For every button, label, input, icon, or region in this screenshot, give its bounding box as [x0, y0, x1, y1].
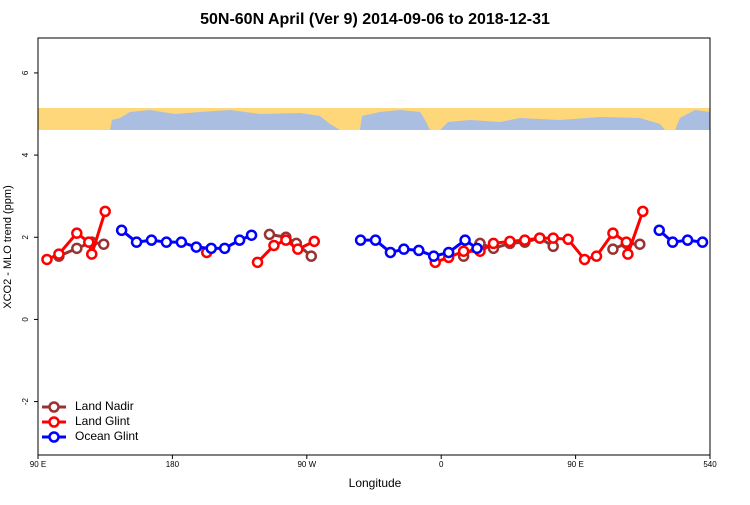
data-point: [41, 253, 53, 266]
data-point: [562, 233, 574, 246]
legend-marker: [48, 431, 60, 443]
data-point: [280, 234, 292, 246]
x-tick-label: 0: [439, 460, 444, 469]
data-point: [97, 238, 110, 250]
data-point: [190, 241, 203, 253]
data-point: [487, 237, 500, 250]
map-ocean: [440, 117, 665, 130]
data-point: [442, 246, 455, 259]
map-ocean: [675, 110, 710, 130]
data-point: [71, 227, 83, 239]
data-point: [292, 243, 304, 255]
legend-label: Land Nadir: [75, 399, 134, 413]
data-point: [245, 229, 258, 241]
data-point: [637, 205, 649, 218]
y-tick-label: -2: [21, 397, 30, 405]
data-point: [457, 245, 470, 257]
data-point: [519, 234, 531, 246]
data-point: [696, 236, 709, 248]
data-point: [369, 234, 382, 246]
data-point: [83, 236, 95, 248]
data-point: [607, 227, 619, 239]
data-point: [145, 234, 158, 246]
data-point: [459, 234, 471, 246]
chart-title: 50N-60N April (Ver 9) 2014-09-06 to 2018…: [200, 11, 550, 28]
x-tick-label: 180: [166, 460, 180, 469]
data-point: [218, 242, 231, 255]
data-point: [534, 232, 546, 244]
data-point: [175, 236, 188, 248]
data-point: [233, 234, 246, 246]
data-point: [398, 243, 410, 255]
data-point: [622, 248, 634, 260]
data-point: [305, 250, 318, 262]
data-point: [130, 236, 143, 248]
data-point: [160, 236, 173, 248]
data-point: [681, 234, 694, 246]
x-tick-label: 90 W: [297, 460, 316, 469]
x-tick-label: 540: [703, 460, 717, 469]
legend-label: Ocean Glint: [75, 429, 139, 443]
data-point: [590, 250, 603, 262]
data-point: [354, 234, 367, 246]
x-tick-label: 90 E: [567, 460, 583, 469]
data-point: [653, 224, 665, 237]
data-point: [634, 238, 646, 250]
data-point: [620, 236, 633, 248]
y-tick-label: 0: [21, 317, 30, 322]
data-point: [308, 235, 321, 248]
data-point: [384, 246, 397, 259]
data-point: [71, 242, 83, 255]
data-point: [607, 243, 619, 255]
y-tick-label: 2: [21, 234, 30, 239]
data-point: [99, 205, 111, 218]
data-point: [666, 236, 679, 248]
data-point: [547, 232, 559, 244]
legend-label: Land Glint: [75, 414, 130, 428]
legend-marker: [48, 401, 60, 413]
data-point: [86, 248, 98, 260]
data-point: [251, 256, 264, 269]
y-axis-label: XCO2 - MLO trend (ppm): [2, 185, 14, 308]
plot-frame: [37, 37, 711, 456]
map-strip: [38, 108, 710, 130]
map-ocean: [110, 110, 340, 130]
data-point: [53, 248, 65, 260]
y-tick-label: 6: [21, 70, 30, 75]
data-point: [263, 228, 276, 241]
data-point: [427, 250, 440, 262]
data-point: [504, 235, 516, 248]
data-point: [115, 224, 128, 237]
legend-marker: [48, 416, 60, 428]
data-point: [413, 244, 425, 257]
x-axis-label: Longitude: [349, 476, 402, 490]
x-tick-label: 90 E: [30, 460, 46, 469]
data-point: [578, 253, 591, 266]
y-tick-label: 4: [21, 152, 30, 157]
data-point: [471, 242, 483, 255]
map-ocean: [360, 110, 430, 130]
data-point: [205, 242, 217, 255]
data-point: [268, 239, 280, 252]
